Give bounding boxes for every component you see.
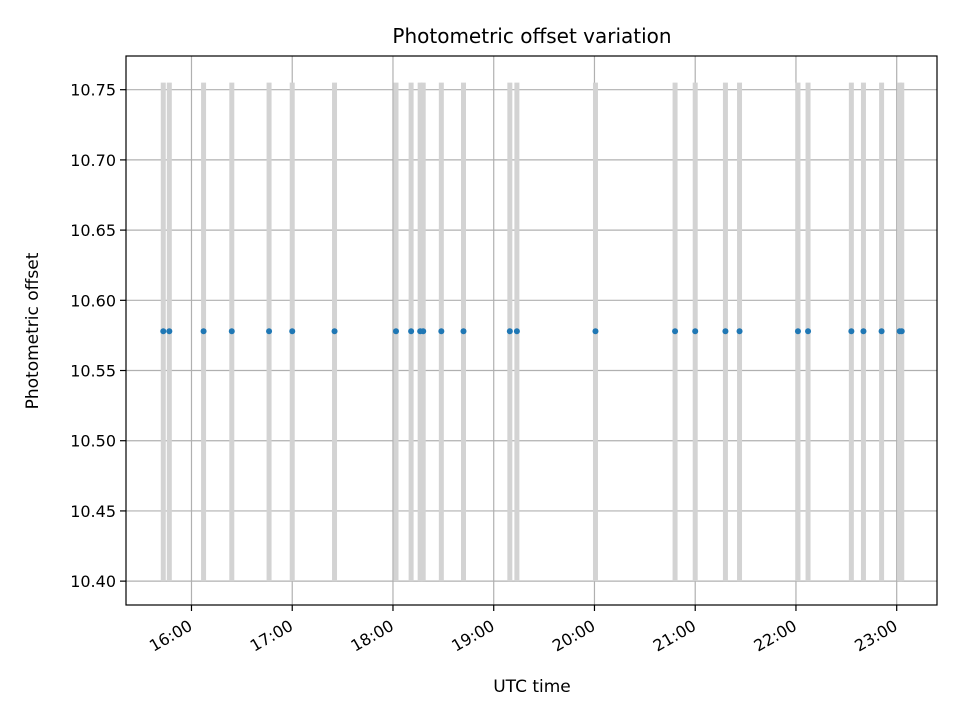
- data-point: [392, 328, 399, 335]
- data-point: [692, 328, 699, 335]
- x-tick-label: 20:00: [549, 616, 598, 656]
- data-point: [592, 328, 599, 335]
- x-axis-ticks: 16:00 17:00 18:00 19:00 20:00 21:00 22:00 23:00: [146, 605, 901, 656]
- plot-frame: [125, 55, 938, 606]
- data-point: [898, 328, 905, 335]
- y-axis-ticks: 10.40 10.45 10.50 10.55 10.60 10.65 10.70 10.75: [70, 81, 126, 591]
- data-point: [460, 328, 467, 335]
- x-tick-label: 21:00: [650, 616, 699, 656]
- data-point: [166, 328, 173, 335]
- x-tick-label: 16:00: [146, 616, 195, 656]
- x-tick-label: 23:00: [851, 616, 900, 656]
- data-points: [160, 328, 905, 335]
- data-point: [438, 328, 445, 335]
- chart-title: Photometric offset variation: [392, 24, 671, 48]
- x-tick-label: 18:00: [348, 616, 397, 656]
- y-tick-label: 10.75: [70, 81, 116, 100]
- y-tick-label: 10.60: [70, 291, 116, 310]
- data-point: [331, 328, 338, 335]
- y-tick-label: 10.55: [70, 362, 116, 381]
- grid: [126, 56, 937, 605]
- x-tick-label: 19:00: [448, 616, 497, 656]
- data-point: [200, 328, 207, 335]
- y-axis-label: Photometric offset: [23, 252, 43, 409]
- data-point: [420, 328, 427, 335]
- data-point: [736, 328, 743, 335]
- data-point: [878, 328, 885, 335]
- data-point: [266, 328, 273, 335]
- y-tick-label: 10.50: [70, 432, 116, 451]
- data-point: [513, 328, 520, 335]
- data-point: [794, 328, 801, 335]
- data-point: [860, 328, 867, 335]
- y-tick-label: 10.70: [70, 151, 116, 170]
- data-point: [228, 328, 235, 335]
- data-point: [160, 328, 167, 335]
- error-bars: [160, 82, 905, 582]
- data-point: [506, 328, 513, 335]
- data-point: [672, 328, 679, 335]
- x-axis-label: UTC time: [493, 677, 571, 697]
- data-point: [848, 328, 855, 335]
- data-point: [289, 328, 296, 335]
- data-point: [722, 328, 729, 335]
- y-tick-label: 10.65: [70, 221, 116, 240]
- data-point: [408, 328, 415, 335]
- data-point: [805, 328, 812, 335]
- y-tick-label: 10.40: [70, 572, 116, 591]
- x-tick-label: 17:00: [247, 616, 296, 656]
- y-tick-label: 10.45: [70, 502, 116, 521]
- x-tick-label: 22:00: [751, 616, 800, 656]
